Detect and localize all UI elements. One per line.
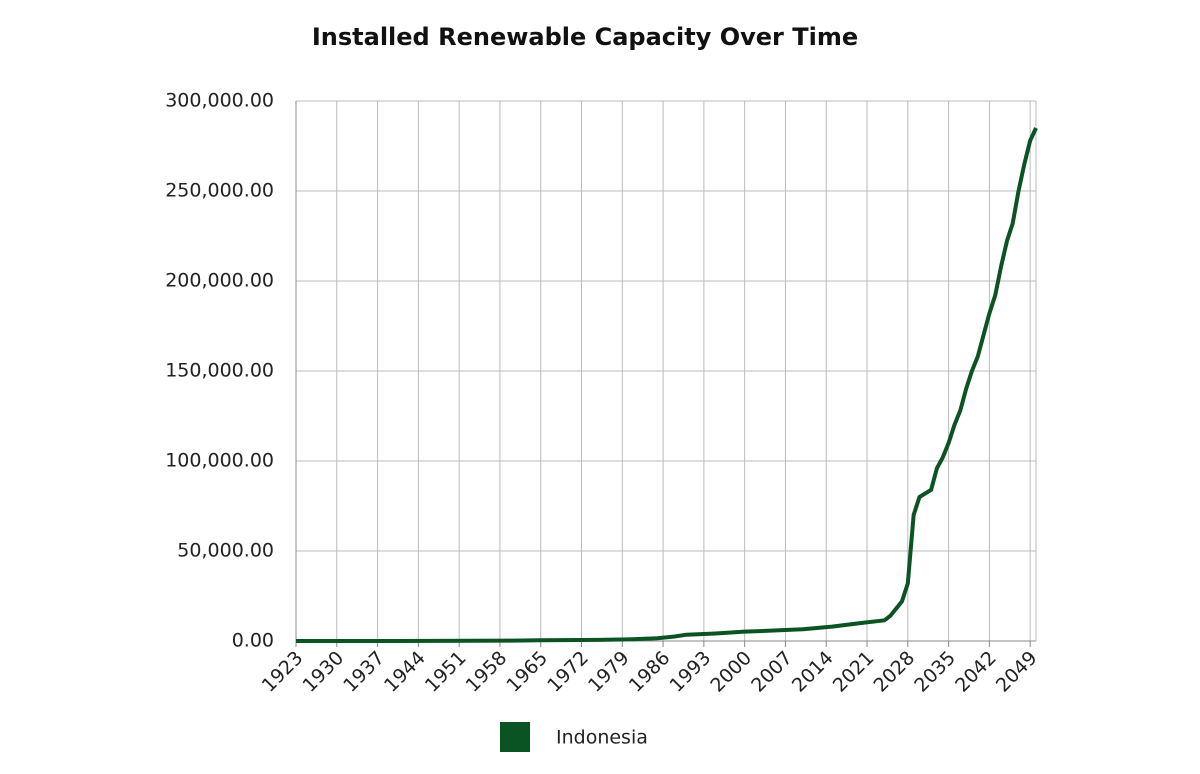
- x-tick-label: 1979: [584, 647, 634, 697]
- x-tick-label: 1986: [625, 647, 675, 697]
- x-tick-label: 1965: [502, 647, 552, 697]
- legend-label: Indonesia: [556, 727, 648, 749]
- x-tick-label: 1923: [258, 647, 308, 697]
- x-tick-label: 2028: [869, 647, 919, 697]
- x-tick-label: 1944: [380, 647, 430, 697]
- y-tick-label: 250,000.00: [165, 180, 274, 202]
- x-tick-label: 1951: [421, 647, 471, 697]
- y-tick-label: 100,000.00: [165, 450, 274, 472]
- y-tick-label: 200,000.00: [165, 270, 274, 292]
- y-tick-label: 50,000.00: [177, 540, 274, 562]
- y-tick-label: 150,000.00: [165, 360, 274, 382]
- legend-swatch: [500, 722, 530, 752]
- x-tick-label: 2021: [829, 647, 879, 697]
- x-tick-label: 2042: [951, 647, 1001, 697]
- x-tick-label: 2014: [788, 647, 838, 697]
- data-line: [296, 127, 1038, 643]
- y-tick-label: 0.00: [232, 630, 274, 652]
- chart-title: Installed Renewable Capacity Over Time: [312, 23, 858, 51]
- x-tick-label: 1972: [543, 647, 593, 697]
- x-tick-label: 2035: [910, 647, 960, 697]
- x-tick-label: 1937: [339, 647, 389, 697]
- x-tick-label: 2000: [706, 647, 756, 697]
- x-tick-label: 1930: [298, 647, 348, 697]
- y-tick-label: 300,000.00: [165, 90, 274, 112]
- x-tick-label: 2007: [747, 647, 797, 697]
- x-tick-label: 2049: [992, 647, 1042, 697]
- x-tick-label: 1958: [462, 647, 512, 697]
- x-tick-label: 1993: [666, 647, 716, 697]
